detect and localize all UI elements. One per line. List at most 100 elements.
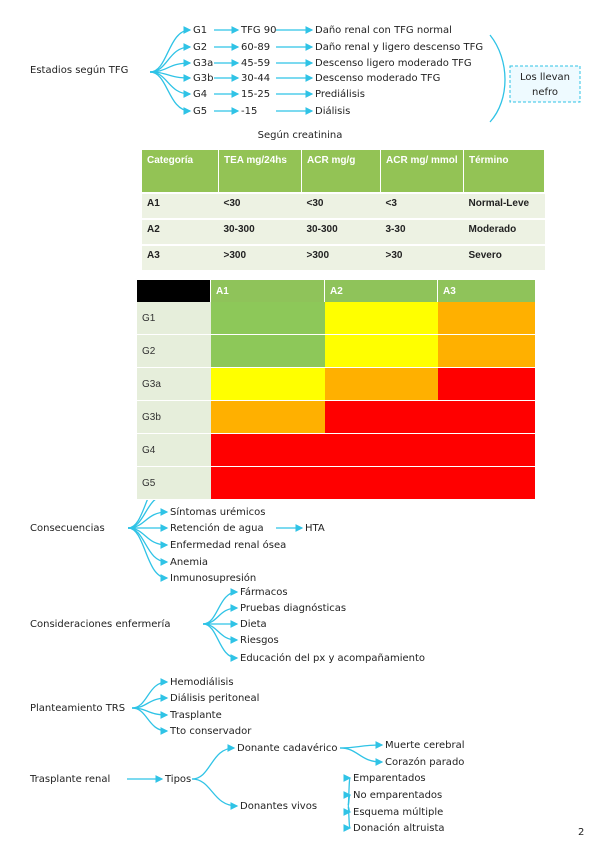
table-cell: >30 xyxy=(380,244,464,270)
bracket xyxy=(489,34,506,123)
risk-cell xyxy=(324,400,438,434)
stage-code: G5 xyxy=(193,106,207,117)
stages-title: Estadios según TFG xyxy=(30,64,128,76)
risk-cell xyxy=(324,466,438,500)
row-label: G3a xyxy=(137,367,211,401)
risk-cell xyxy=(210,334,325,368)
risk-cell xyxy=(437,466,535,500)
heatmap-row: G5 xyxy=(137,466,535,500)
stage-code: G4 xyxy=(193,89,207,100)
note-line: Los llevan xyxy=(520,72,570,83)
table-cell: <30 xyxy=(301,192,381,219)
table-cell: 30-300 xyxy=(218,218,302,245)
branch-arrow xyxy=(131,678,169,709)
header-cell: ACR mg/ mmol xyxy=(380,150,464,193)
header-cell: A1 xyxy=(210,280,325,302)
branch-arrow xyxy=(339,741,384,749)
section-item: Síntomas urémicos xyxy=(170,506,266,518)
header-row: A1 A2 A3 xyxy=(137,280,535,302)
risk-cell xyxy=(437,367,535,401)
risk-cell xyxy=(324,302,438,335)
stage-code: G1 xyxy=(193,25,207,36)
header-row: Categoría TEA mg/24hs ACR mg/g ACR mg/ mmol… xyxy=(142,150,545,193)
corner-cell xyxy=(137,280,211,302)
branch-arrow xyxy=(339,747,384,766)
risk-cell xyxy=(210,400,325,434)
heatmap-row: G3a xyxy=(137,367,535,401)
branch-arrow xyxy=(202,623,239,644)
section-title: Consecuencias xyxy=(30,523,105,534)
section-item: Diálisis peritoneal xyxy=(170,692,259,704)
branch-arrow xyxy=(343,805,352,832)
section-item: Tto conservador xyxy=(169,726,252,737)
stage-description: Descenso ligero moderado TFG xyxy=(315,58,472,69)
stage-description: Daño renal con TFG normal xyxy=(315,25,452,36)
row-label: G1 xyxy=(137,302,211,335)
table-cell: A2 xyxy=(142,218,219,245)
note-box xyxy=(509,65,581,103)
row-label: G4 xyxy=(137,433,211,467)
header-cell: Término xyxy=(463,150,545,193)
branch-arrow xyxy=(127,527,169,582)
section-item: Fármacos xyxy=(240,586,288,598)
branch-label: Donantes vivos xyxy=(240,801,317,812)
branch-arrow xyxy=(149,71,192,115)
branch-item: No emparentados xyxy=(353,790,442,801)
table-cell: >300 xyxy=(301,244,381,270)
table-cell: <3 xyxy=(380,192,464,219)
table-caption: Según creatinina xyxy=(258,129,343,141)
stage-description: Diálisis xyxy=(315,105,350,117)
stage-description: Descenso moderado TFG xyxy=(315,73,440,84)
branch-arrow xyxy=(131,707,169,735)
section-item: Dieta xyxy=(240,619,267,630)
risk-cell xyxy=(210,367,325,401)
branch-arrow xyxy=(202,604,239,625)
table-cell: 3-30 xyxy=(380,218,464,245)
header-cell: TEA mg/24hs xyxy=(218,150,302,193)
heatmap-row: G4 xyxy=(137,433,535,467)
creatinine-table: Categoría TEA mg/24hs ACR mg/g ACR mg/ mmol… xyxy=(142,150,545,270)
risk-heatmap: A1 A2 A3 G1 G2 G3a G3b G4 G5 xyxy=(137,280,535,500)
heatmap-row: G3b xyxy=(137,400,535,434)
section-item: Pruebas diagnósticas xyxy=(240,602,346,614)
section-title: Planteamiento TRS xyxy=(30,703,125,714)
stage-value: 30-44 xyxy=(241,73,270,84)
risk-cell xyxy=(437,400,535,434)
table-cell: >300 xyxy=(218,244,302,270)
table-cell: Normal-Leve xyxy=(463,192,545,219)
stage-value: 15-25 xyxy=(241,89,270,100)
risk-cell xyxy=(324,334,438,368)
risk-cell xyxy=(437,302,535,335)
header-cell: A3 xyxy=(437,280,535,302)
risk-cell xyxy=(437,334,535,368)
branch-arrow xyxy=(191,778,239,810)
note-line: nefro xyxy=(532,87,558,98)
section-item: Inmunosupresión xyxy=(170,572,256,584)
section-title: Consideraciones enfermería xyxy=(30,618,170,630)
branch-item: Esquema múltiple xyxy=(353,806,443,818)
branch-item: Corazón parado xyxy=(385,756,464,768)
header-cell: A2 xyxy=(324,280,438,302)
stage-value: 45-59 xyxy=(241,58,270,69)
risk-cell xyxy=(210,433,325,467)
section-item: Trasplante xyxy=(169,710,222,721)
branch-arrow xyxy=(149,26,192,73)
stage-description: Daño renal y ligero descenso TFG xyxy=(315,42,483,53)
table-row: A3 >300 >300 >30 Severo xyxy=(142,244,545,270)
table-cell: Moderado xyxy=(463,218,545,245)
table-cell: A1 xyxy=(142,192,219,219)
heatmap-row: G1 xyxy=(137,302,535,335)
stage-value: 60-89 xyxy=(241,42,270,53)
stage-value: -15 xyxy=(241,106,257,117)
table-row: A2 30-300 30-300 3-30 Moderado xyxy=(142,218,545,245)
risk-cell xyxy=(324,433,438,467)
stage-code: G3b xyxy=(193,73,213,84)
header-cell: Categoría xyxy=(142,150,219,193)
branch-arrow xyxy=(149,43,192,73)
table-cell: A3 xyxy=(142,244,219,270)
section-item: Anemia xyxy=(170,557,208,568)
section-item: Educación del px y acompañamiento xyxy=(240,652,425,664)
row-label: G3b xyxy=(137,400,211,434)
page-number: 2 xyxy=(578,827,584,838)
